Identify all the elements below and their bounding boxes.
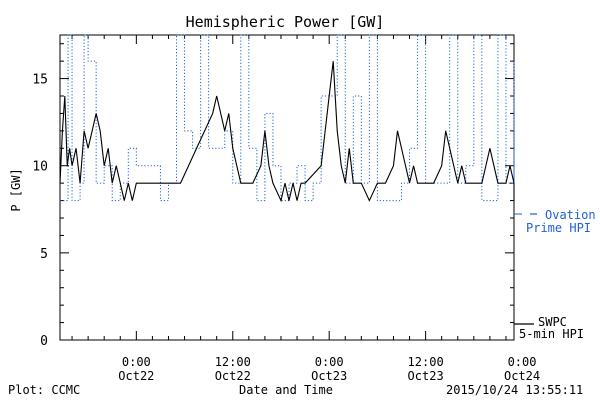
- x-axis-label: Date and Time: [239, 383, 333, 397]
- legend-ovation-line1: Ovation: [545, 208, 596, 222]
- y-axis-label: P [GW]: [9, 168, 23, 211]
- legend-swpc: SWPC 5-min HPI: [514, 315, 584, 341]
- legend-swpc-line2: 5-min HPI: [519, 327, 584, 341]
- x-tick-label-time: 0:00: [315, 355, 344, 369]
- x-tick-label-time: 0:00: [122, 355, 151, 369]
- series-line-swpc: [59, 61, 515, 203]
- plot-timestamp: 2015/10/24 13:55:11: [446, 383, 583, 397]
- y-tick-label: 15: [32, 73, 48, 88]
- x-tick-label-date: Oct23: [408, 369, 444, 383]
- x-tick-label-time: 12:00: [215, 355, 251, 369]
- series-line-ovation: [60, 34, 515, 202]
- legend-ovation-line2: Prime HPI: [526, 221, 591, 235]
- legend-swpc-line1: SWPC: [538, 315, 567, 329]
- y-tick-label: 5: [40, 247, 48, 262]
- x-tick-label-date: Oct22: [215, 369, 251, 383]
- x-tick-label-time: 12:00: [408, 355, 444, 369]
- y-axis: 0 5 10 15: [32, 43, 514, 349]
- x-tick-label-date: Oct23: [311, 369, 347, 383]
- legend-ovation: Ovation Prime HPI: [514, 208, 596, 235]
- x-tick-label-date: Oct24: [504, 369, 540, 383]
- x-tick-label-time: 0:00: [508, 355, 537, 369]
- plot-credit: Plot: CCMC: [8, 383, 80, 397]
- x-axis: 0:00Oct2212:00Oct220:00Oct2312:00Oct230:…: [71, 35, 540, 383]
- series-layer: [59, 34, 515, 203]
- chart-title: Hemispheric Power [GW]: [186, 13, 385, 31]
- x-tick-label-date: Oct22: [118, 369, 154, 383]
- y-tick-label: 0: [40, 334, 48, 349]
- y-tick-label: 10: [32, 160, 48, 175]
- plot-frame: [59, 34, 515, 341]
